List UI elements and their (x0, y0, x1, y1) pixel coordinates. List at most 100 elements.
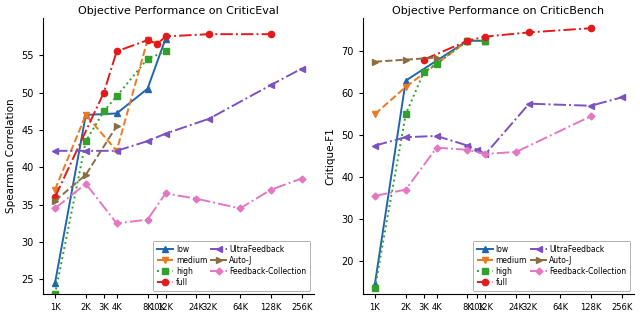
low (371, 282, 379, 286)
medium (402, 85, 410, 89)
UltraFeedback (482, 152, 490, 156)
Feedback-Collection (267, 188, 275, 192)
low (463, 39, 471, 43)
Auto-J (51, 199, 59, 203)
UltraFeedback (402, 135, 410, 139)
medium (463, 39, 471, 43)
full (205, 32, 213, 36)
Feedback-Collection (82, 182, 90, 186)
UltraFeedback (205, 117, 213, 121)
Feedback-Collection (587, 114, 595, 118)
full (420, 58, 428, 62)
Feedback-Collection (113, 221, 120, 225)
high (100, 109, 108, 113)
Feedback-Collection (298, 176, 305, 180)
Line: medium: medium (372, 38, 470, 117)
Line: full: full (420, 25, 594, 63)
Line: full: full (52, 31, 274, 200)
Auto-J (433, 56, 440, 59)
medium (143, 38, 151, 42)
full (482, 35, 490, 38)
UltraFeedback (113, 149, 120, 153)
Auto-J (402, 58, 410, 62)
full (587, 26, 595, 30)
high (433, 62, 440, 66)
Feedback-Collection (463, 148, 471, 152)
low (162, 37, 170, 41)
Auto-J (113, 124, 120, 128)
Line: low: low (372, 38, 488, 287)
UltraFeedback (433, 134, 440, 138)
UltraFeedback (463, 144, 471, 148)
high (143, 57, 151, 61)
low (113, 112, 120, 115)
medium (51, 188, 59, 192)
Legend: low, medium, high, full, UltraFeedback, Auto-J, Feedback-Collection: low, medium, high, full, UltraFeedback, … (153, 241, 310, 291)
full (100, 91, 108, 94)
full (463, 39, 471, 43)
UltraFeedback (371, 144, 379, 148)
UltraFeedback (162, 132, 170, 135)
high (162, 50, 170, 53)
full (525, 31, 533, 34)
UltraFeedback (143, 139, 151, 143)
UltraFeedback (618, 95, 625, 99)
full (143, 38, 151, 42)
low (143, 87, 151, 91)
UltraFeedback (267, 83, 275, 87)
full (154, 42, 161, 46)
Feedback-Collection (162, 191, 170, 195)
medium (113, 149, 120, 153)
Auto-J (82, 173, 90, 177)
Feedback-Collection (236, 206, 244, 210)
high (420, 70, 428, 74)
Feedback-Collection (371, 194, 379, 198)
Feedback-Collection (402, 188, 410, 191)
UltraFeedback (51, 149, 59, 153)
UltraFeedback (82, 149, 90, 153)
Line: UltraFeedback: UltraFeedback (52, 66, 305, 154)
Title: Objective Performance on CriticBench: Objective Performance on CriticBench (392, 5, 604, 16)
low (402, 79, 410, 82)
high (402, 112, 410, 116)
Feedback-Collection (482, 152, 490, 156)
high (371, 286, 379, 290)
Line: high: high (52, 48, 169, 298)
Y-axis label: Spearman Correlation: Spearman Correlation (6, 99, 15, 213)
medium (371, 112, 379, 116)
medium (82, 113, 90, 117)
low (82, 113, 90, 117)
Line: low: low (52, 36, 169, 286)
Feedback-Collection (513, 150, 520, 154)
full (162, 35, 170, 38)
high (51, 293, 59, 296)
UltraFeedback (298, 67, 305, 71)
Line: UltraFeedback: UltraFeedback (372, 94, 625, 157)
high (113, 94, 120, 98)
Legend: low, medium, high, full, UltraFeedback, Auto-J, Feedback-Collection: low, medium, high, full, UltraFeedback, … (473, 241, 630, 291)
Auto-J (371, 60, 379, 64)
UltraFeedback (474, 148, 481, 152)
high (482, 39, 490, 43)
Title: Objective Performance on CriticEval: Objective Performance on CriticEval (78, 5, 279, 16)
high (82, 139, 90, 143)
medium (154, 42, 161, 46)
Line: Feedback-Collection: Feedback-Collection (52, 176, 304, 226)
Feedback-Collection (193, 197, 200, 201)
Feedback-Collection (433, 146, 440, 149)
full (51, 195, 59, 199)
Line: high: high (372, 38, 488, 291)
Line: medium: medium (52, 37, 161, 193)
full (113, 50, 120, 53)
Feedback-Collection (143, 218, 151, 222)
Feedback-Collection (51, 206, 59, 210)
Y-axis label: Critique-F1: Critique-F1 (326, 127, 335, 185)
low (482, 39, 490, 43)
UltraFeedback (525, 102, 533, 106)
full (267, 32, 275, 36)
high (463, 39, 471, 43)
Line: Feedback-Collection: Feedback-Collection (372, 114, 593, 198)
low (51, 281, 59, 285)
UltraFeedback (587, 104, 595, 108)
Line: Auto-J: Auto-J (52, 123, 120, 204)
